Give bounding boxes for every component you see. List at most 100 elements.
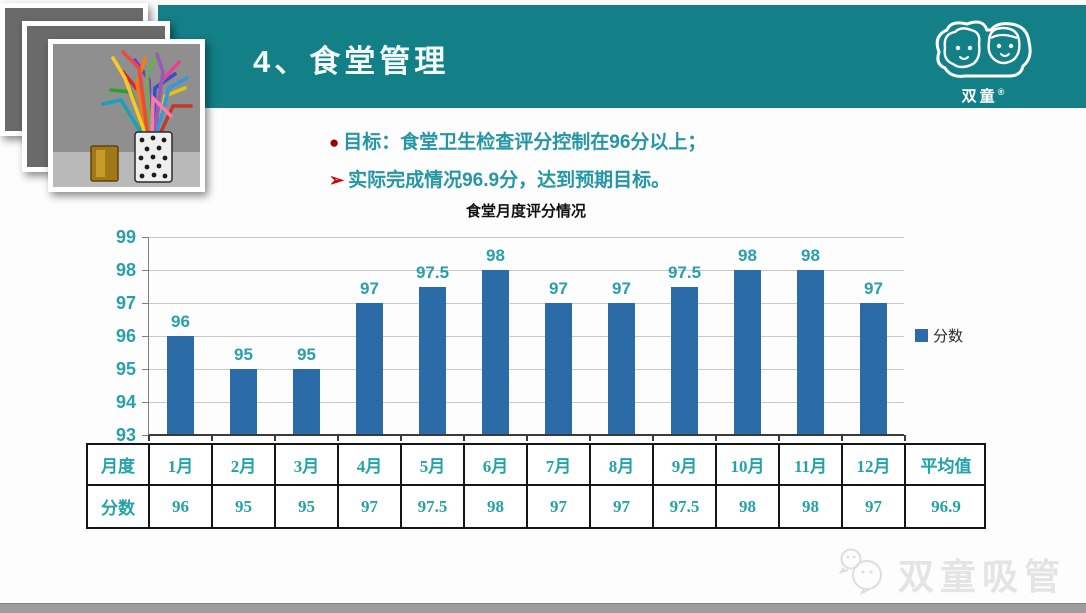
gridline (149, 236, 904, 238)
watermark: 双童吸管 (836, 545, 1066, 602)
score-cell: 97 (843, 486, 906, 527)
bar-value-label: 97 (864, 279, 883, 298)
y-tick-label: 96 (115, 326, 136, 346)
score-cell: 95 (213, 486, 276, 527)
month-cell: 11月 (780, 445, 843, 484)
bullet-dot-icon: ● (329, 133, 340, 152)
y-tick-label: 97 (115, 293, 136, 313)
month-cell: 12月 (843, 445, 906, 484)
registered-mark: ® (997, 87, 1005, 97)
bullet-arrow-icon: ➢ (329, 170, 345, 190)
bar (419, 286, 446, 435)
y-tick-label: 94 (115, 392, 136, 412)
bar (671, 286, 698, 435)
gridline (149, 269, 904, 271)
score-cell: 96 (150, 486, 213, 527)
month-cell: 8月 (591, 445, 654, 484)
chart-y-axis: 93 94 95 96 97 98 99 (96, 227, 142, 445)
x-tick-mark (463, 435, 465, 441)
table-header-row: 月度 1月 2月 3月 4月 5月 6月 7月 8月 9月 10月 11月 12月 平均值 (88, 445, 984, 486)
month-cell: 4月 (339, 445, 402, 484)
bar-value-label: 97 (360, 279, 379, 298)
gridline (149, 368, 904, 370)
month-cell: 10月 (717, 445, 780, 484)
month-cell: 9月 (654, 445, 717, 484)
bullet-result-text: 实际完成情况96.9分，达到预期目标。 (348, 170, 671, 191)
bar-value-label: 97.5 (415, 262, 450, 282)
y-tick-mark (142, 401, 148, 403)
bar (167, 336, 194, 435)
x-tick-mark (904, 435, 906, 441)
bar (293, 369, 320, 435)
y-tick-label: 95 (115, 359, 136, 379)
x-tick-mark (589, 435, 591, 441)
x-tick-mark (841, 435, 843, 441)
score-table: 月度 1月 2月 3月 4月 5月 6月 7月 8月 9月 10月 11月 12月 平均值 分数 96 95 9… (86, 443, 986, 529)
month-cell: 7月 (528, 445, 591, 484)
wechat-faces-icon (836, 545, 888, 602)
score-cell: 97 (528, 486, 591, 527)
bar-value-label: 98 (738, 246, 757, 265)
bar-value-label: 97 (612, 279, 631, 298)
x-tick-mark (778, 435, 780, 441)
month-cell: 3月 (276, 445, 339, 484)
gridline (149, 401, 904, 403)
x-tick-mark (400, 435, 402, 441)
x-tick-mark (526, 435, 528, 441)
month-cell: 2月 (213, 445, 276, 484)
bottom-strip (0, 603, 1086, 613)
y-tick-mark (142, 434, 148, 436)
month-label: 月度 (88, 445, 150, 484)
month-cell: 5月 (402, 445, 465, 484)
legend-label: 分数 (933, 329, 964, 345)
y-tick-mark (142, 269, 148, 271)
bar (608, 303, 635, 435)
score-cell: 97.5 (402, 486, 465, 527)
x-axis-line (149, 434, 904, 436)
score-label: 分数 (88, 486, 150, 527)
y-tick-mark (142, 335, 148, 337)
bar-value-label: 97.5 (667, 262, 702, 282)
bar-value-label: 96 (171, 312, 190, 331)
chart-legend: 分数 (915, 325, 963, 346)
bar-value-label: 97 (549, 279, 568, 298)
bar (797, 270, 824, 435)
score-cell: 97 (339, 486, 402, 527)
two-children-faces-icon (931, 18, 1035, 87)
x-tick-mark (211, 435, 213, 441)
x-tick-mark (715, 435, 717, 441)
bar-value-label: 98 (801, 246, 820, 265)
chart-title: 食堂月度评分情况 (465, 203, 586, 220)
score-cell: 96.9 (931, 496, 961, 516)
score-cell: 98 (717, 486, 780, 527)
bar-value-label: 95 (297, 345, 316, 364)
y-tick-mark (142, 302, 148, 304)
bar (734, 270, 761, 435)
table-value-row: 分数 96 95 95 97 97.5 98 97 97 97.5 98 98 97 96.9 (88, 486, 984, 527)
month-cell: 1月 (150, 445, 213, 484)
y-tick-label: 93 (115, 425, 136, 445)
month-cell: 6月 (465, 445, 528, 484)
x-tick-mark (148, 435, 150, 441)
score-cell: 97.5 (654, 486, 717, 527)
bullet-result: ➢ 实际完成情况96.9分，达到预期目标。 (329, 165, 949, 192)
score-cell: 98 (465, 486, 528, 527)
header-band: 4、食堂管理 (158, 5, 1086, 108)
photo-straws (48, 39, 205, 192)
bar (545, 303, 572, 435)
watermark-text: 双童吸管 (897, 555, 1066, 597)
bar (482, 270, 509, 435)
gridline (149, 302, 904, 304)
bar-value-label: 95 (234, 345, 253, 364)
chart-plot: 96 95 95 97 97.5 98 97 97 97.5 98 98 97 (142, 236, 906, 441)
x-tick-mark (337, 435, 339, 441)
y-tick-label: 99 (115, 227, 136, 247)
month-cell: 平均值 (920, 457, 972, 476)
gridline (149, 335, 904, 337)
x-tick-mark (652, 435, 654, 441)
bullet-list: ● 目标：食堂卫生检查评分控制在96分以上； ➢ 实际完成情况96.9分，达到预… (329, 127, 949, 203)
bar (356, 303, 383, 435)
x-tick-mark (274, 435, 276, 441)
bar (230, 369, 257, 435)
